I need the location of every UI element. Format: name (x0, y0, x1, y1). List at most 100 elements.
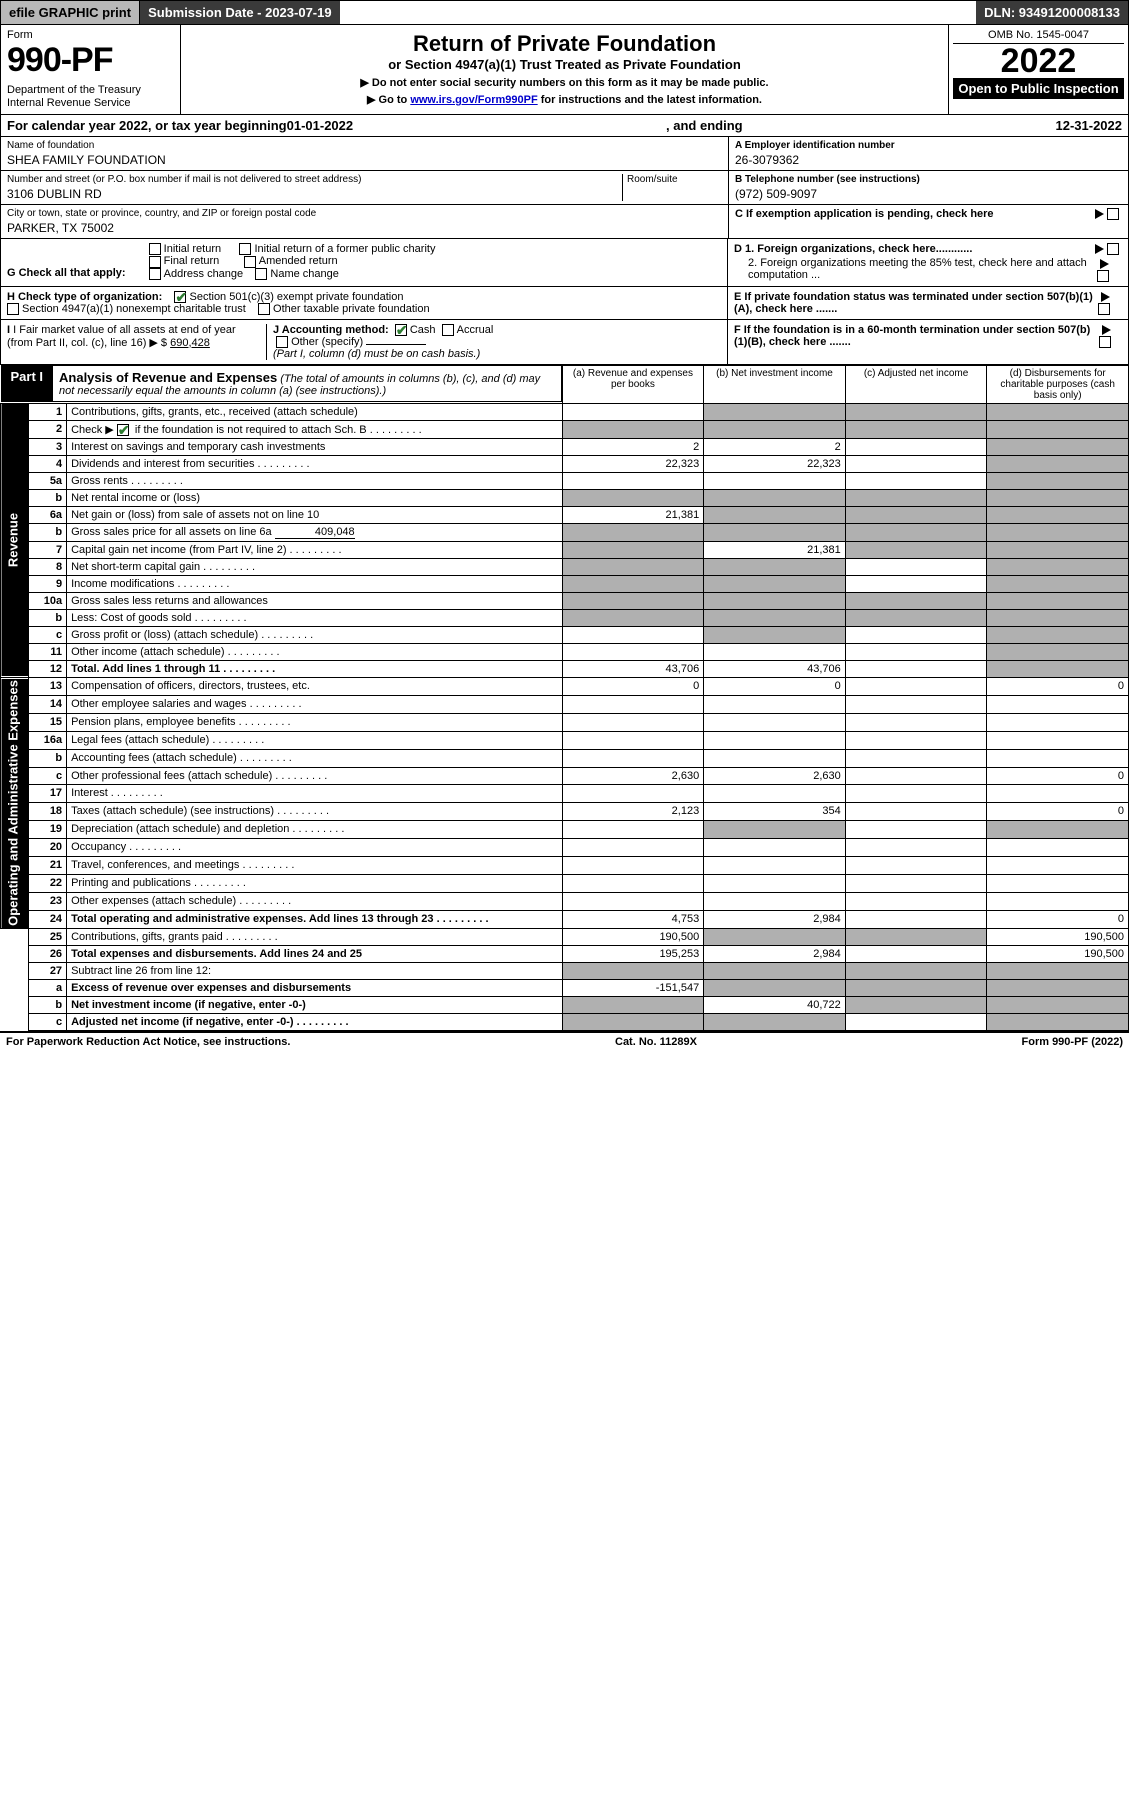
table-row: 11Other income (attach schedule) (1, 644, 1129, 661)
tel-cell: B Telephone number (see instructions) (9… (729, 171, 1128, 205)
j-accrual-checkbox[interactable] (442, 324, 454, 336)
d1-label: D 1. Foreign organizations, check here..… (734, 243, 972, 255)
address-label: Number and street (or P.O. box number if… (7, 174, 622, 185)
h-e-row: H Check type of organization: Section 50… (0, 287, 1129, 320)
h-501c3-checkbox[interactable] (174, 291, 186, 303)
line-4-desc: Dividends and interest from securities (71, 458, 254, 470)
table-row: 19Depreciation (attach schedule) and dep… (1, 821, 1129, 839)
g-opt1: Initial return (164, 243, 221, 255)
address-cell: Number and street (or P.O. box number if… (1, 171, 728, 205)
line-17-desc: Interest (71, 787, 108, 799)
city-value: PARKER, TX 75002 (7, 221, 722, 235)
table-row: 27Subtract line 26 from line 12: (1, 962, 1129, 979)
table-row: 10aGross sales less returns and allowanc… (1, 593, 1129, 610)
e-checkbox[interactable] (1098, 303, 1110, 315)
l18a: 2,123 (562, 803, 704, 821)
part1-title-text: Analysis of Revenue and Expenses (59, 370, 277, 385)
j-accrual: Accrual (457, 324, 494, 336)
arrow-icon (1095, 209, 1104, 219)
footer-right: Form 990-PF (2022) (1022, 1036, 1124, 1048)
g-opt6: Name change (270, 268, 339, 280)
l7b: 21,381 (704, 542, 846, 559)
g-initial-checkbox[interactable] (149, 243, 161, 255)
table-row: 26Total expenses and disbursements. Add … (1, 945, 1129, 962)
line-21-desc: Travel, conferences, and meetings (71, 859, 239, 871)
line-8-desc: Net short-term capital gain (71, 561, 200, 573)
g-opt5: Amended return (259, 255, 338, 267)
d2-label: 2. Foreign organizations meeting the 85%… (734, 257, 1097, 281)
revenue-sidebar: Revenue (1, 403, 29, 677)
irs-link[interactable]: www.irs.gov/Form990PF (410, 94, 537, 106)
line-6b-desc: Gross sales price for all assets on line… (67, 524, 563, 542)
footer-left: For Paperwork Reduction Act Notice, see … (6, 1036, 290, 1048)
d2-checkbox[interactable] (1097, 270, 1109, 282)
instr2-pre: ▶ Go to (367, 94, 410, 106)
line-24-desc: Total operating and administrative expen… (71, 913, 433, 925)
l24d: 0 (987, 910, 1129, 928)
table-row: Operating and Administrative Expenses 13… (1, 678, 1129, 696)
line-1-desc: Contributions, gifts, grants, etc., rece… (67, 403, 563, 420)
form-subtitle: or Section 4947(a)(1) Trust Treated as P… (187, 57, 942, 72)
line-2-desc: Check ▶ if the foundation is not require… (67, 420, 563, 438)
d1-checkbox[interactable] (1107, 243, 1119, 255)
j-other-checkbox[interactable] (276, 336, 288, 348)
form-header: Form 990-PF Department of the Treasury I… (0, 25, 1129, 115)
line-11-desc: Other income (attach schedule) (71, 646, 224, 658)
line-15-desc: Pension plans, employee benefits (71, 716, 236, 728)
part1-table: Part I Analysis of Revenue and Expenses … (0, 365, 1129, 1031)
header-right: OMB No. 1545-0047 2022 Open to Public In… (948, 25, 1128, 114)
l25a: 190,500 (562, 928, 704, 945)
h-opt1: Section 501(c)(3) exempt private foundat… (189, 291, 403, 303)
table-row: 24Total operating and administrative exp… (1, 910, 1129, 928)
col-c-header: (c) Adjusted net income (845, 365, 987, 403)
topbar: efile GRAPHIC print Submission Date - 20… (0, 0, 1129, 25)
part1-tab: Part I (1, 365, 54, 402)
line-16c-desc: Other professional fees (attach schedule… (71, 770, 272, 782)
table-row: cOther professional fees (attach schedul… (1, 767, 1129, 785)
g-final-checkbox[interactable] (149, 256, 161, 268)
line-26-desc: Total expenses and disbursements. Add li… (67, 945, 563, 962)
l2-pre: Check ▶ (71, 424, 114, 436)
l24b: 2,984 (704, 910, 846, 928)
dept-label: Department of the Treasury Internal Reve… (7, 84, 174, 110)
h-label: H Check type of organization: (7, 291, 162, 303)
dln-label: DLN: 93491200008133 (976, 1, 1128, 24)
table-row: cGross profit or (loss) (attach schedule… (1, 627, 1129, 644)
line-5a-desc: Gross rents (71, 475, 128, 487)
calendar-year-row: For calendar year 2022, or tax year begi… (0, 115, 1129, 137)
table-row: cAdjusted net income (if negative, enter… (1, 1013, 1129, 1030)
f-box: F If the foundation is in a 60-month ter… (728, 320, 1128, 364)
l16ca: 2,630 (562, 767, 704, 785)
col-a-header: (a) Revenue and expenses per books (562, 365, 704, 403)
table-row: 14Other employee salaries and wages (1, 695, 1129, 713)
f-checkbox[interactable] (1099, 336, 1111, 348)
g-address-checkbox[interactable] (149, 268, 161, 280)
g-amended-checkbox[interactable] (244, 256, 256, 268)
h-other-checkbox[interactable] (258, 303, 270, 315)
tax-year: 2022 (953, 44, 1124, 78)
part1-title: Analysis of Revenue and Expenses (The to… (53, 365, 562, 402)
page-footer: For Paperwork Reduction Act Notice, see … (0, 1031, 1129, 1051)
foundation-name: SHEA FAMILY FOUNDATION (7, 153, 722, 167)
j-note: (Part I, column (d) must be on cash basi… (273, 348, 480, 360)
g-name-checkbox[interactable] (255, 268, 267, 280)
l26a: 195,253 (562, 945, 704, 962)
l2-checkbox[interactable] (117, 424, 129, 436)
cal-pre: For calendar year 2022, or tax year begi… (7, 118, 287, 133)
submission-date: Submission Date - 2023-07-19 (140, 1, 340, 24)
cal-end: 12-31-2022 (1056, 118, 1123, 133)
l16cd: 0 (987, 767, 1129, 785)
h-4947-checkbox[interactable] (7, 303, 19, 315)
j-cash-checkbox[interactable] (395, 324, 407, 336)
expenses-sidebar: Operating and Administrative Expenses (1, 678, 29, 929)
l6b-val: 409,048 (275, 526, 355, 539)
table-row: bAccounting fees (attach schedule) (1, 749, 1129, 767)
l6b-pre: Gross sales price for all assets on line… (71, 526, 272, 538)
instr-line2: ▶ Go to www.irs.gov/Form990PF for instru… (187, 93, 942, 106)
g-initial-former-checkbox[interactable] (239, 243, 251, 255)
table-row: 22Printing and publications (1, 875, 1129, 893)
form-word: Form (7, 29, 174, 41)
c-checkbox[interactable] (1107, 208, 1119, 220)
c-label: C If exemption application is pending, c… (735, 208, 994, 220)
tel-label: B Telephone number (see instructions) (735, 174, 1122, 185)
